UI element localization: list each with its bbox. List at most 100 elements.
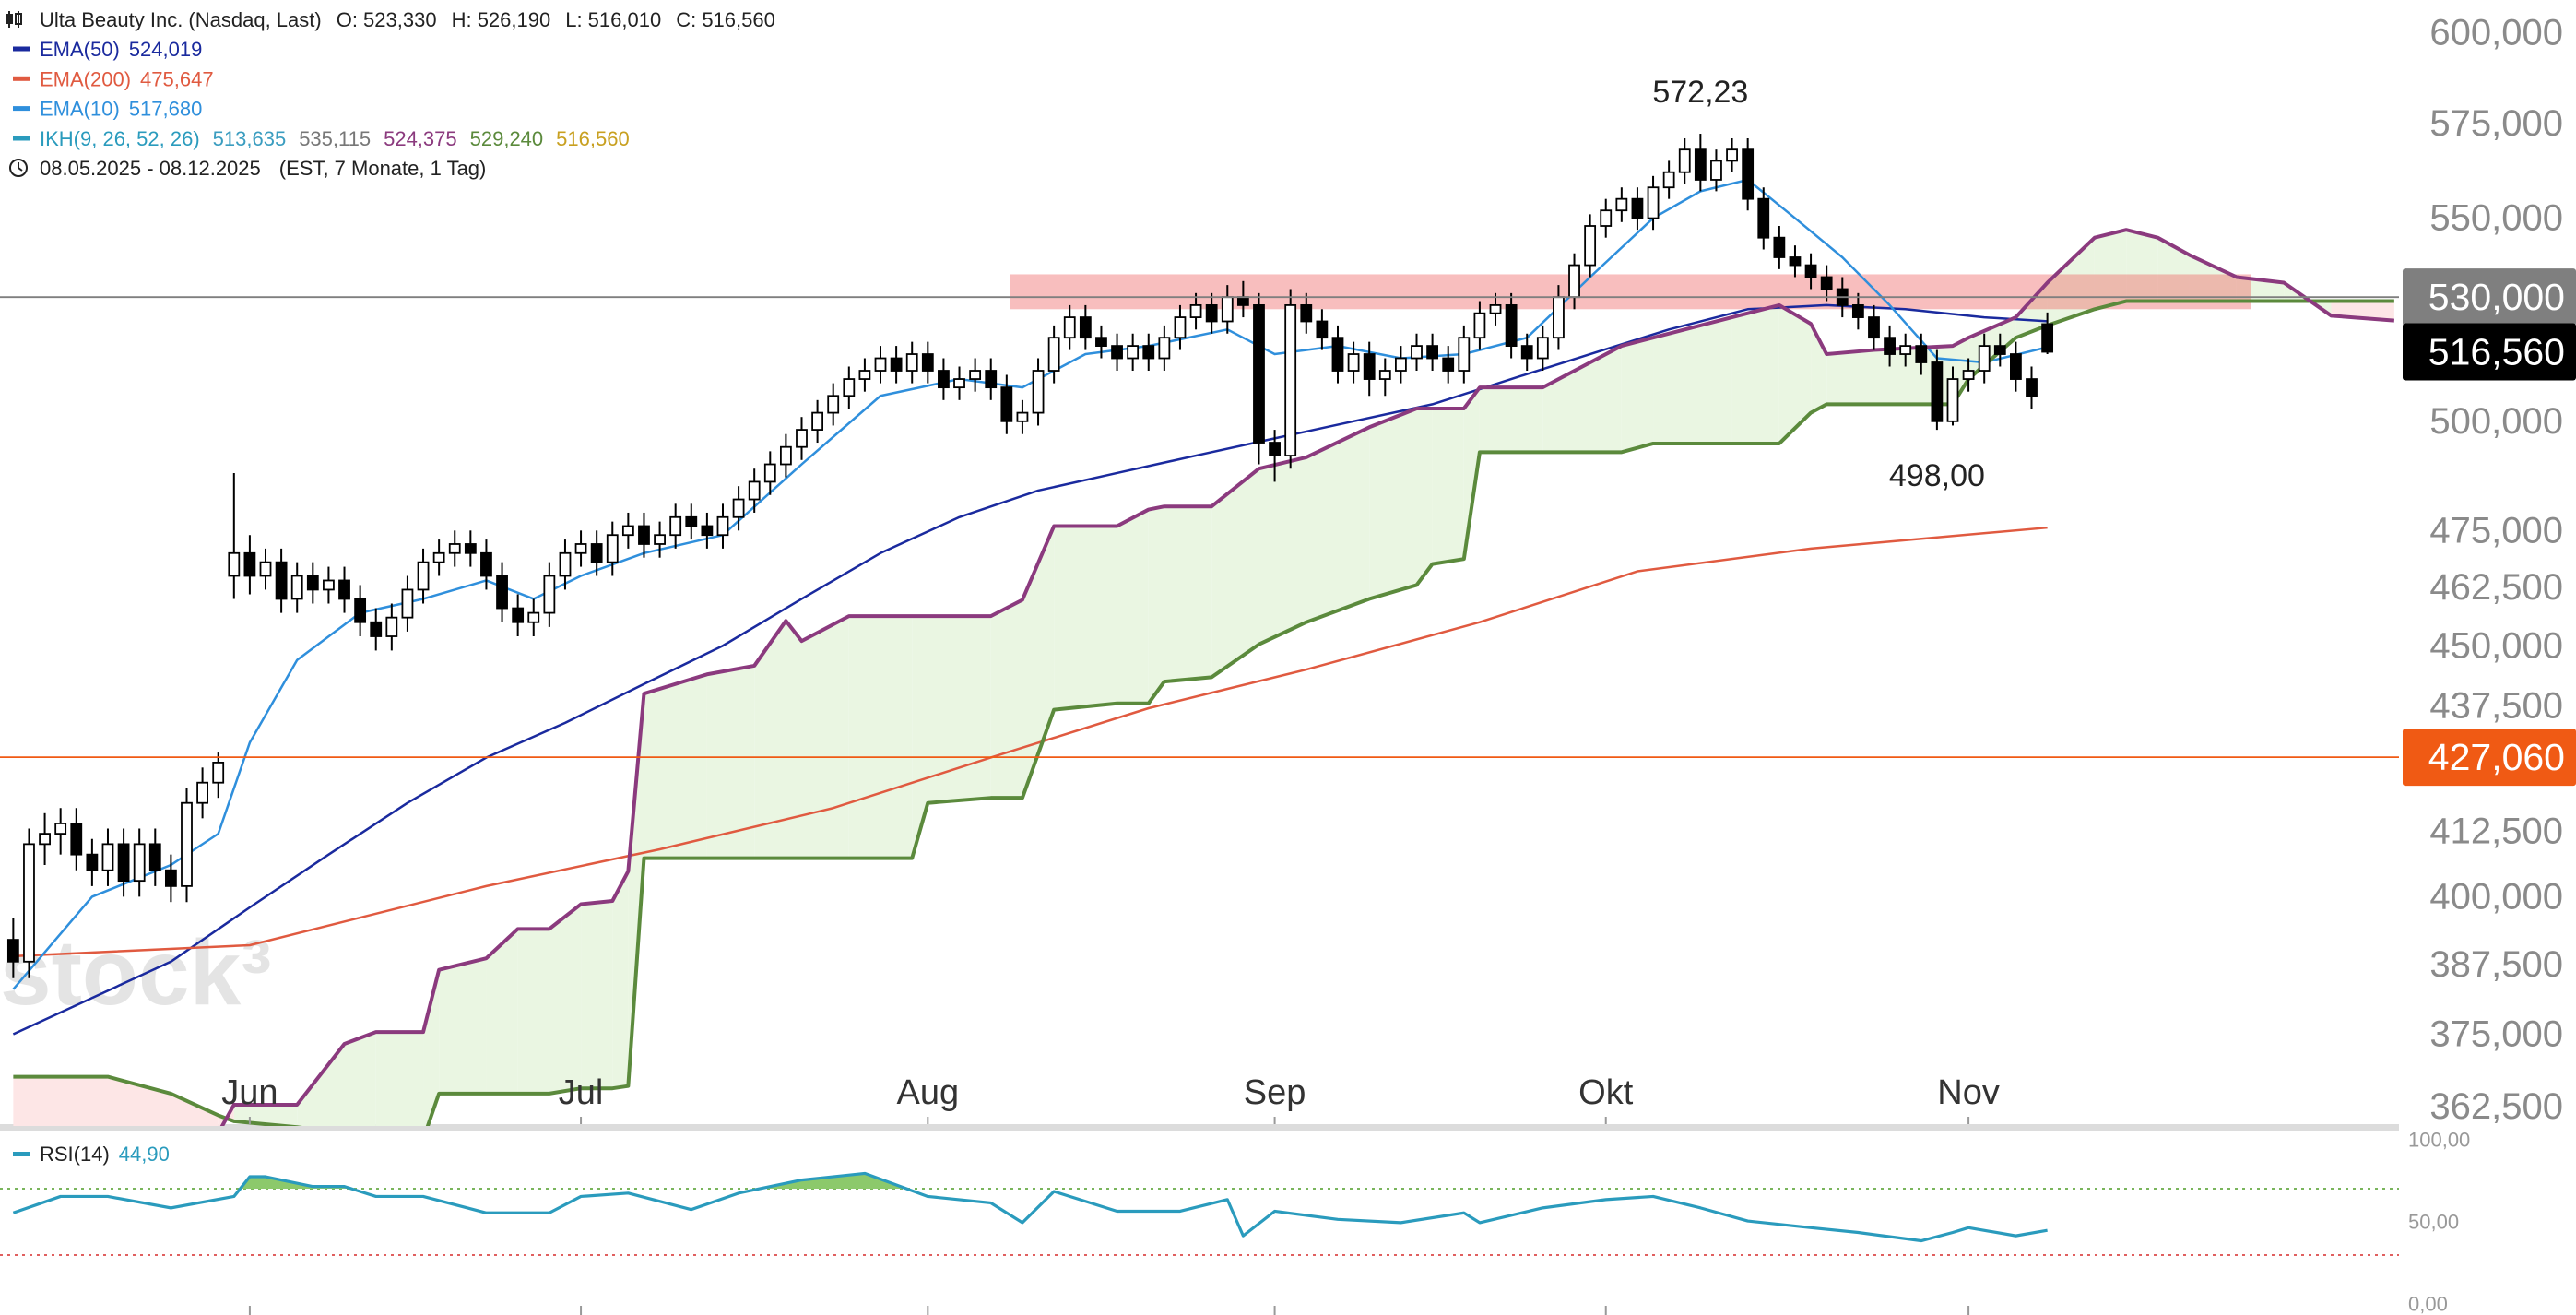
- y-tick-label: 400,000: [2429, 876, 2563, 917]
- candle-body: [23, 843, 35, 963]
- candle-body: [1411, 345, 1423, 360]
- cloud-fill: [2094, 230, 2127, 310]
- cloud-fill: [581, 901, 613, 1089]
- legend-value: 524,019: [129, 38, 203, 61]
- ema-line: [13, 526, 2048, 958]
- candle-body: [905, 353, 918, 372]
- cloud-fill: [1731, 304, 1779, 444]
- cloud-fill: [928, 616, 991, 803]
- candle-body: [212, 762, 225, 784]
- candle-body: [1331, 337, 1344, 372]
- candle-body: [1868, 316, 1880, 339]
- candle-body: [1079, 316, 1092, 339]
- price-badge-label: 516,560: [2428, 331, 2565, 373]
- cloud-fill: [375, 1032, 424, 1126]
- candle-body: [1726, 148, 1738, 162]
- cloud-fill: [990, 599, 1022, 799]
- y-tick-label: 475,000: [2429, 510, 2563, 551]
- candle-body: [243, 551, 256, 577]
- cloud-fill: [549, 904, 582, 1094]
- y-tick-label: 462,500: [2429, 567, 2563, 608]
- cloud-fill: [423, 969, 440, 1126]
- candle-body: [1993, 345, 2006, 355]
- rsi-legend: RSI(14) 44,90: [40, 1143, 170, 1166]
- candle-body: [1678, 148, 1691, 173]
- legend-value: 44,90: [119, 1143, 170, 1166]
- cloud-fill: [628, 693, 644, 1086]
- candle-body: [1789, 256, 1802, 267]
- candle-body: [1804, 264, 1817, 278]
- candle-body: [117, 843, 130, 883]
- candle-body: [6, 939, 19, 963]
- candle-body: [1473, 312, 1486, 339]
- candle-body: [2041, 323, 2054, 353]
- rsi-line: [12, 1171, 2048, 1243]
- candle-body: [843, 378, 856, 397]
- candle-body: [480, 551, 492, 577]
- candle-body: [1442, 357, 1455, 372]
- y-tick-label: 387,500: [2429, 944, 2563, 985]
- candle-body: [1363, 353, 1376, 380]
- candle-body: [1284, 304, 1297, 456]
- candle-body: [1253, 304, 1265, 444]
- cloud-fill: [1164, 506, 1212, 682]
- ohlc-value: C: 516,560: [676, 8, 775, 31]
- candle-body: [1236, 296, 1249, 306]
- ema-line: [12, 303, 2048, 1036]
- rsi-tick-label: 0,00: [2408, 1293, 2448, 1315]
- candle-body: [763, 463, 776, 483]
- clock-icon: [9, 159, 28, 177]
- legend-swatch: [13, 1152, 30, 1156]
- candle-body: [1458, 337, 1471, 372]
- candle-body: [1063, 316, 1076, 339]
- legend-value: 475,647: [140, 67, 214, 90]
- y-tick-label: 437,500: [2429, 685, 2563, 726]
- candle-body: [1568, 264, 1580, 299]
- y-tick-label: 500,000: [2429, 401, 2563, 442]
- legend-value: 529,240: [470, 127, 544, 150]
- x-tick-label: Aug: [897, 1073, 960, 1112]
- candle-body: [1662, 171, 1675, 189]
- cloud-fill: [2189, 255, 2237, 302]
- legend-swatch: [13, 46, 30, 52]
- candle-body: [1174, 316, 1187, 339]
- candle-body: [1884, 337, 1896, 355]
- cloud-fill: [486, 929, 518, 1094]
- candle-body: [1710, 160, 1722, 181]
- candle-body: [1378, 370, 1391, 380]
- candle-body: [543, 575, 556, 614]
- candle-body: [1931, 361, 1944, 422]
- candle-body: [858, 370, 871, 380]
- cloud-fill: [1463, 387, 1480, 560]
- candle-body: [1915, 345, 1928, 363]
- instrument-name: Ulta Beauty Inc. (Nasdaq, Last): [40, 8, 322, 31]
- candle-body: [259, 561, 272, 577]
- cloud-fill: [517, 929, 549, 1094]
- candle-body: [1221, 296, 1234, 323]
- cloud-fill: [1778, 304, 1812, 444]
- price-badge: [2403, 323, 2576, 381]
- cloud-fill: [644, 674, 707, 859]
- cloud-fill: [344, 1032, 376, 1126]
- candle-body: [1757, 197, 1770, 239]
- price-badge: [2403, 729, 2576, 787]
- x-tick-label: Okt: [1578, 1073, 1634, 1112]
- cloud-fill: [2126, 230, 2158, 302]
- cloud-fill: [801, 616, 849, 859]
- candle-body: [1742, 148, 1755, 200]
- header-icon: [6, 11, 22, 28]
- y-tick-label: 600,000: [2429, 13, 2563, 53]
- candle-body: [1584, 225, 1597, 267]
- range-note: (EST, 7 Monate, 1 Tag): [279, 157, 487, 180]
- candle-body: [1016, 411, 1029, 422]
- candle-body: [464, 543, 477, 554]
- rsi-panel: [0, 1171, 2399, 1257]
- y-tick-label: 550,000: [2429, 198, 2563, 239]
- candle-body: [1600, 209, 1613, 227]
- candle-body: [496, 575, 508, 610]
- candle-body: [2026, 378, 2038, 397]
- date-range: 08.05.2025 - 08.12.2025 (EST, 7 Monate, 1…: [40, 157, 486, 180]
- legend-value: 535,115: [299, 127, 371, 150]
- candle-body: [1142, 345, 1155, 360]
